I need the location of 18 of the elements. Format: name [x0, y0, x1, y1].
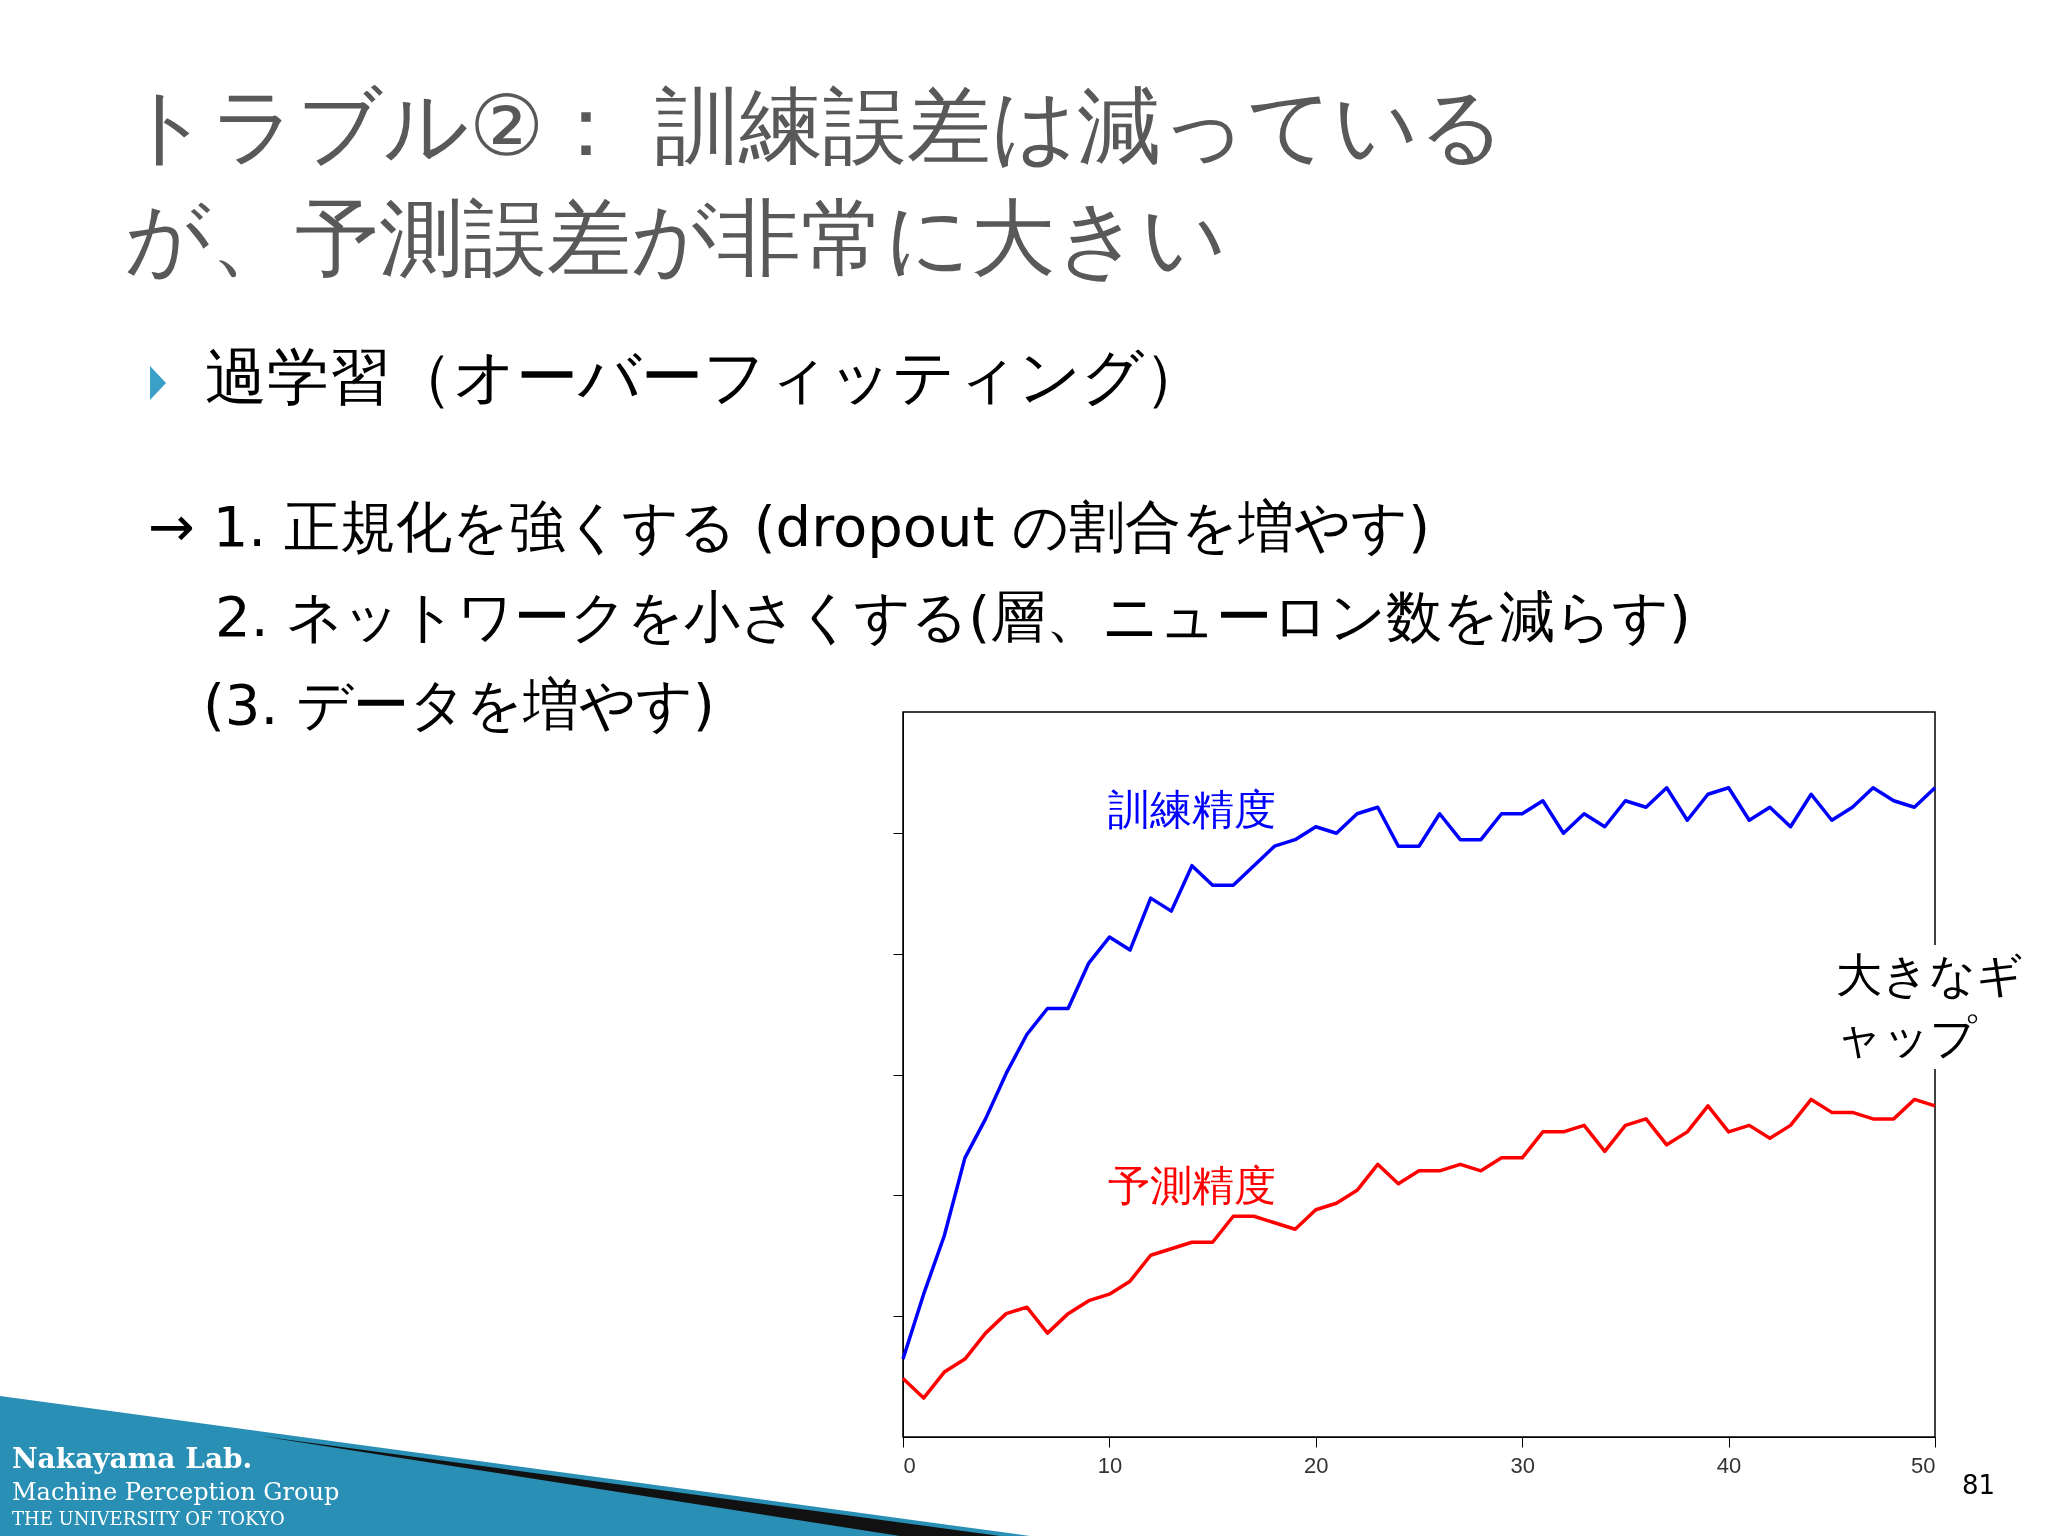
text: Machine Perception Group [12, 1478, 340, 1506]
x-tick-label: 0 [903, 1452, 916, 1478]
x-tick-label: 20 [1304, 1452, 1329, 1478]
annotation: 大きなギャップ [1836, 945, 2036, 1069]
x-tick-label: 10 [1097, 1452, 1123, 1478]
chart-title: トラブル②： 訓練誤差は減っているが、予測誤差が非常に大きい [125, 76, 1506, 289]
x-tick-label: 50 [1911, 1452, 1936, 1478]
text: (3. データを増やす) [203, 671, 715, 739]
text: Nakayama Lab. [12, 1442, 253, 1475]
x-tick-label: 30 [1510, 1452, 1535, 1478]
text: 2. ネットワークを小さくする(層、ニューロン数を減らす) [215, 583, 1691, 651]
series-label: 訓練精度 [1107, 784, 1276, 834]
x-tick-label: 40 [1716, 1452, 1742, 1478]
series-label: 予測精度 [1107, 1161, 1276, 1211]
text: → 1. 正規化を強くする (dropout の割合を増やす) [148, 493, 1431, 561]
text: 過学習（オーバーフィッティング） [205, 339, 1206, 415]
text: 81 [1962, 1470, 1996, 1500]
text: THE UNIVERSITY OF TOKYO [12, 1508, 285, 1529]
